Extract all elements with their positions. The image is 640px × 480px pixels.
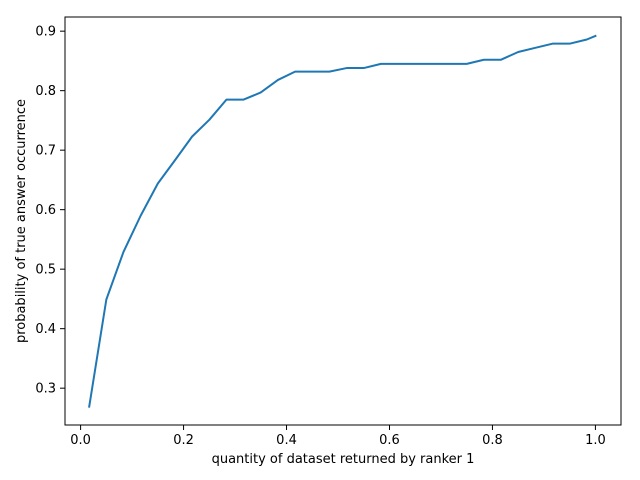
x-tick-label: 0.6 [379,433,400,448]
y-tick-label: 0.5 [35,263,56,278]
plot-area-background [65,17,621,425]
y-tick-label: 0.6 [35,203,56,218]
x-tick-label: 0.4 [276,433,297,448]
x-tick-label: 1.0 [585,433,606,448]
y-tick-label: 0.8 [35,84,56,99]
y-tick-label: 0.3 [35,382,56,397]
ticks-layer: 0.0 0.2 0.4 0.6 0.8 1.0 0.3 0.4 0.5 0.6 0.7 0.8 0.9 [35,25,605,448]
y-tick-label: 0.4 [35,322,56,337]
plot-frame [64,16,622,426]
series-line [88,34,597,408]
y-axis-label: probability of true answer occurrence [14,99,29,343]
x-tick-label: 0.0 [70,433,91,448]
series-layer [88,34,597,408]
y-tick-label: 0.7 [35,144,56,159]
y-tick-label: 0.9 [35,25,56,40]
x-tick-label: 0.2 [173,433,194,448]
x-axis-label: quantity of dataset returned by ranker 1 [212,452,475,467]
x-tick-label: 0.8 [482,433,503,448]
